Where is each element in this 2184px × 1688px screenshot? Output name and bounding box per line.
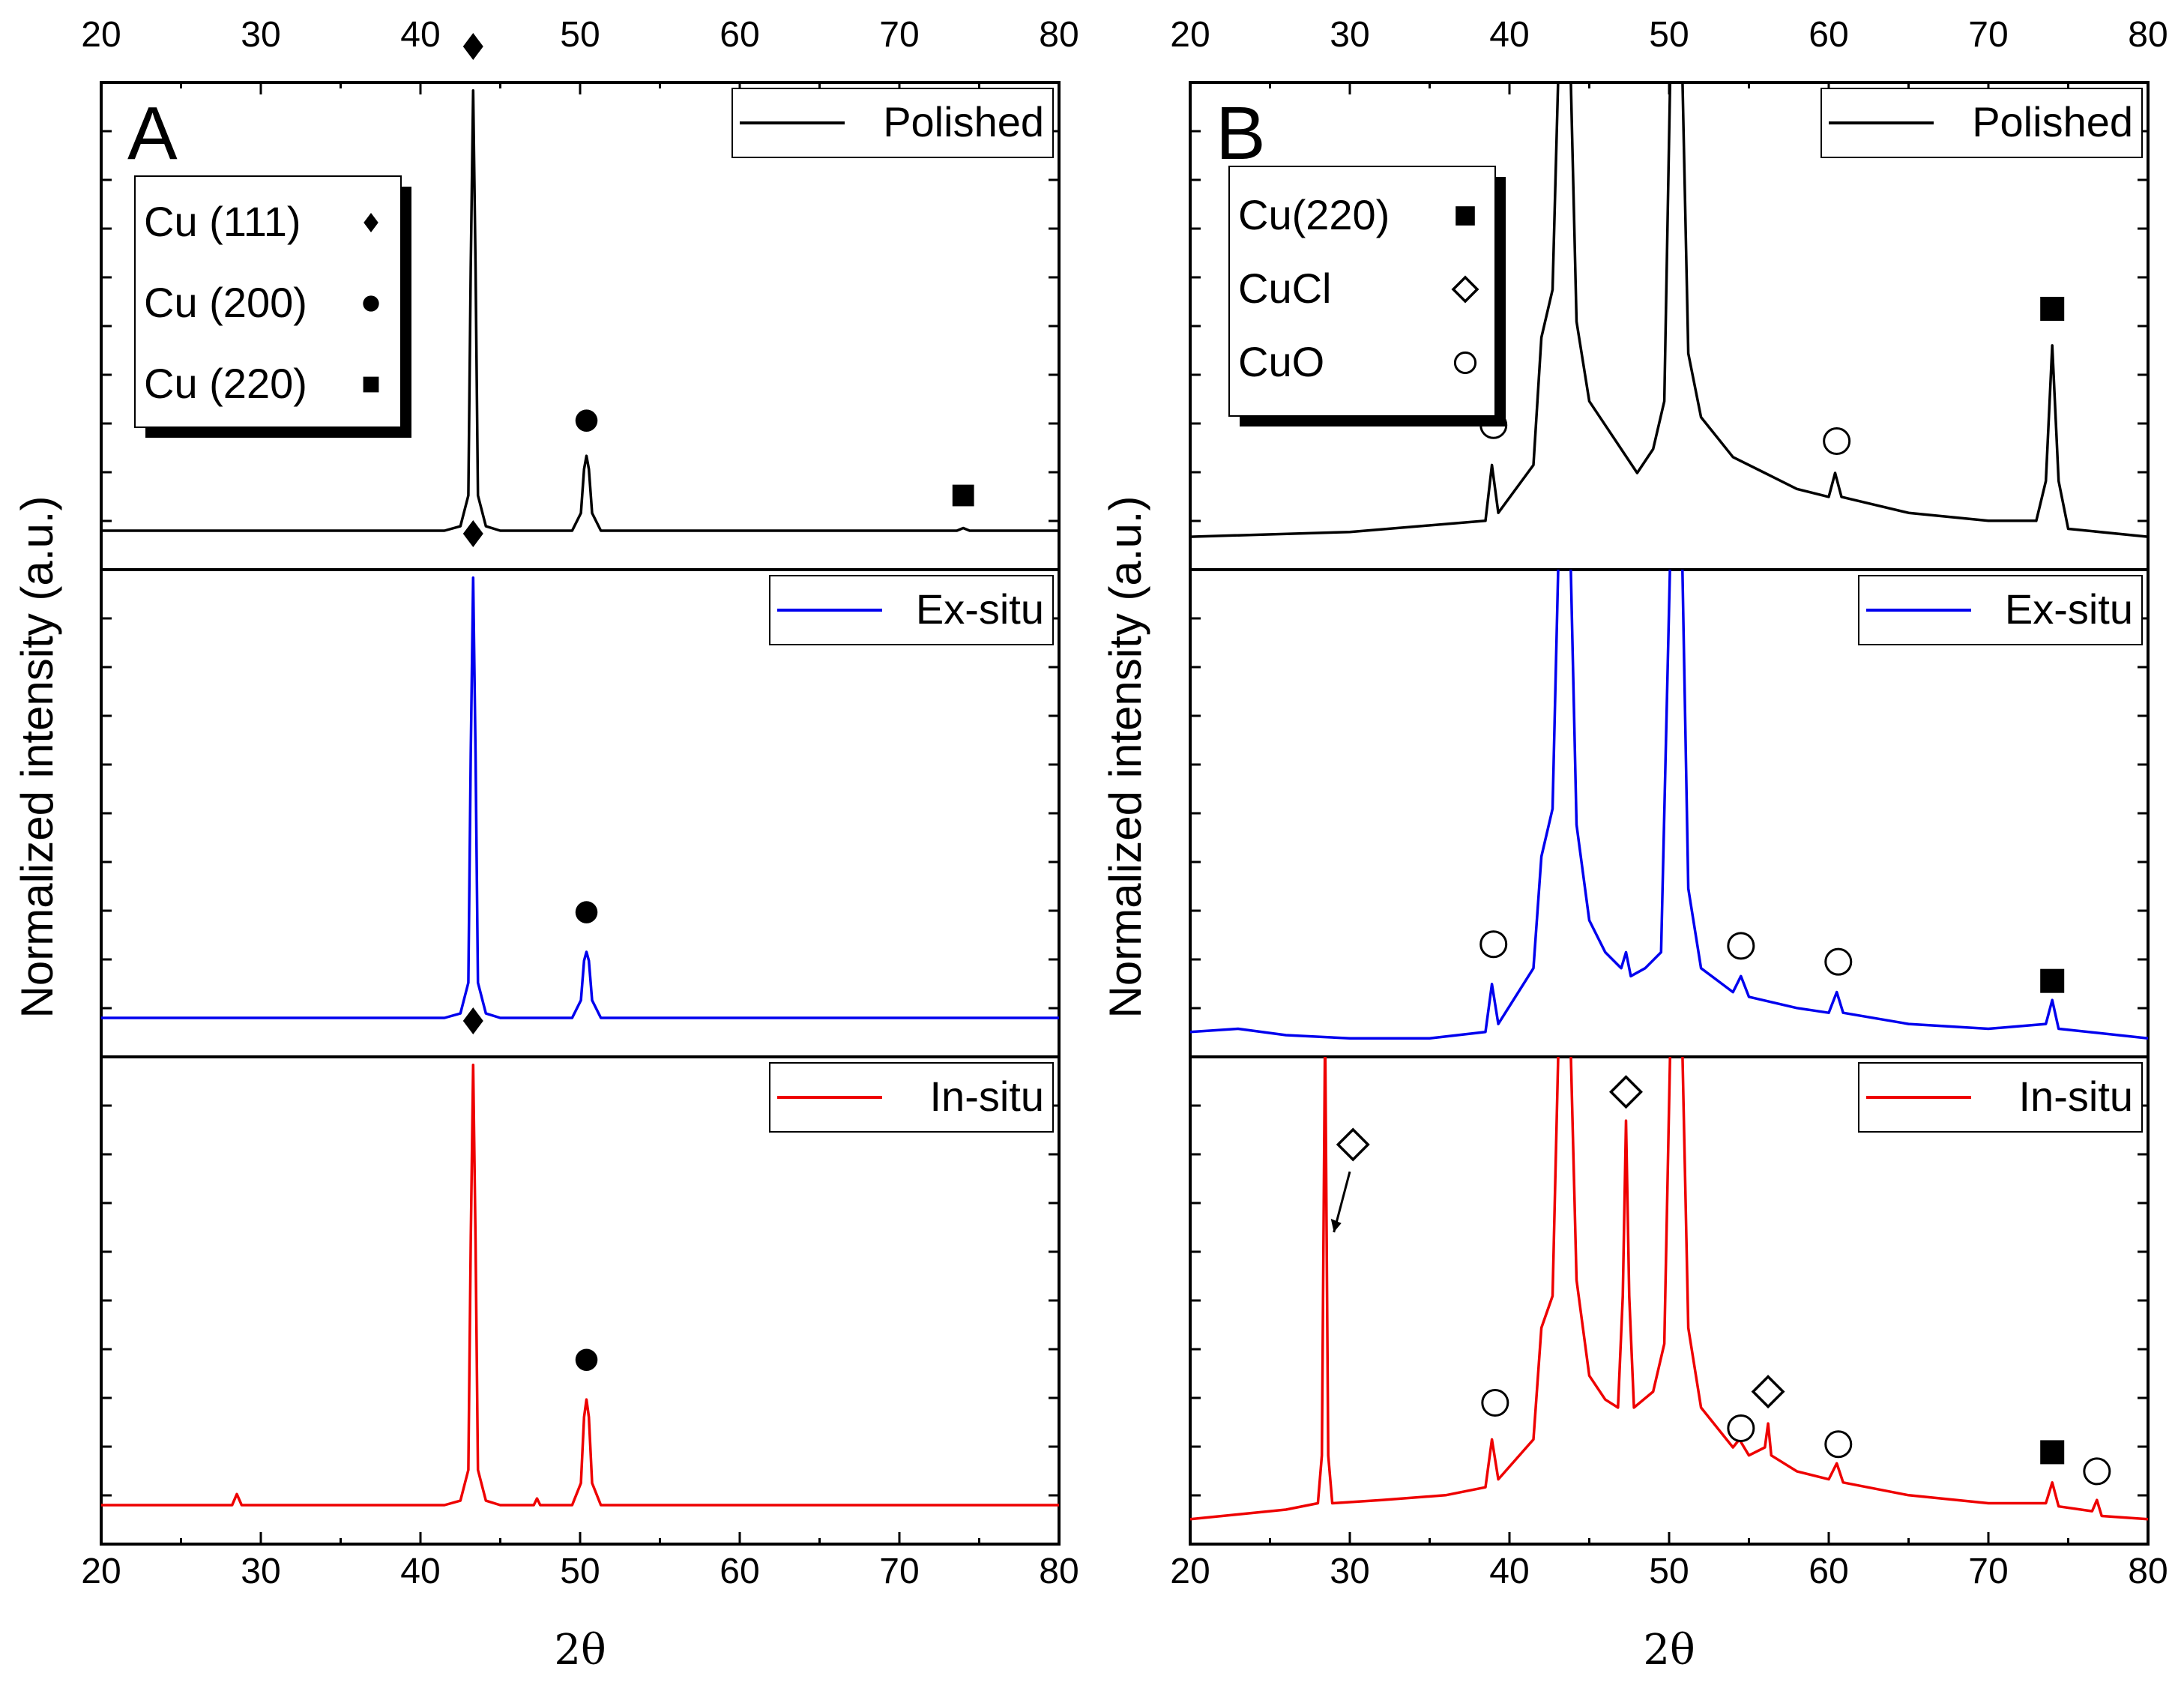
key-marker-open-diamond — [1451, 275, 1479, 304]
key-label: Cu (220) — [144, 360, 307, 407]
peak-marker-open-circle — [1481, 1388, 1509, 1417]
legend-label: In-situ — [930, 1073, 1045, 1120]
tick-layer: 20 20 30 30 40 40 50 50 60 60 70 70 80 80 20 20 30 30 40 40… — [81, 15, 2168, 1591]
x-tick-label-bottom: 30 — [1330, 1552, 1369, 1591]
x-tick-label-top: 30 — [1330, 15, 1369, 55]
peak-marker-open-circle — [1824, 947, 1853, 976]
peak-marker-circle — [575, 409, 598, 432]
peak-marker-open-circle — [1824, 1430, 1853, 1459]
legend-box — [1858, 1062, 2143, 1133]
peak-marker-circle — [575, 901, 598, 923]
peak-marker-square — [2040, 296, 2065, 321]
peak-marker-open-circle — [1479, 930, 1508, 959]
x-tick-label-bottom: 50 — [1649, 1552, 1689, 1591]
peak-marker-circle — [575, 1348, 598, 1371]
key-label: Cu (111) — [144, 198, 301, 245]
x-tick-label-top: 70 — [879, 15, 919, 55]
plot-layer — [101, 33, 2148, 1521]
key-label: Cu(220) — [1238, 191, 1390, 238]
key-marker-open-circle — [1453, 351, 1477, 375]
peak-marker-diamond — [462, 520, 483, 547]
x-tick-label-top: 60 — [720, 15, 759, 55]
peak-marker-diamond — [462, 1007, 483, 1034]
key-box — [134, 175, 402, 428]
x-tick-label-top: 30 — [241, 15, 280, 55]
peak-marker-square — [952, 484, 974, 507]
x-tick-label-top: 60 — [1809, 15, 1848, 55]
y-axis-title-right: Normalized intensity (a.u.) — [1100, 496, 1150, 1019]
x-tick-label-top: 70 — [1968, 15, 2008, 55]
peak-marker-open-diamond — [1336, 1127, 1370, 1162]
x-tick-label-bottom: 60 — [1809, 1552, 1848, 1591]
peak-marker-open-circle — [2083, 1457, 2111, 1486]
x-axis-title-right: 2θ — [1643, 1626, 1695, 1675]
x-tick-label-bottom: 80 — [1039, 1552, 1079, 1591]
key-marker-square — [363, 376, 379, 393]
x-tick-label-top: 40 — [400, 15, 440, 55]
x-tick-label-bottom: 40 — [1489, 1552, 1529, 1591]
x-tick-label-bottom: 40 — [400, 1552, 440, 1591]
peak-marker-open-circle — [1727, 932, 1755, 960]
peak-marker-square — [2040, 1440, 2065, 1465]
series-line-A-0 — [101, 88, 1059, 532]
x-tick-label-bottom: 60 — [720, 1552, 759, 1591]
key-label: Cu (200) — [144, 279, 307, 326]
legend-label: In-situ — [2019, 1073, 2134, 1120]
x-tick-label-bottom: 80 — [2128, 1552, 2168, 1591]
peak-marker-open-circle — [1823, 427, 1851, 455]
panel-b-letter: B — [1216, 91, 1266, 175]
panel-a-letter: A — [127, 91, 178, 175]
cucl-arrow-head — [1330, 1218, 1342, 1232]
x-tick-label-top: 20 — [1170, 15, 1210, 55]
legend-layer: Polished Ex-situ In-situ Polished Ex-situ In-… — [731, 88, 2143, 1133]
key-layer: Cu (111) Cu (200) Cu (220) Cu(220) CuCl CuO — [134, 166, 1506, 438]
peak-marker-square — [2040, 968, 2065, 993]
x-axis-title-left: 2θ — [554, 1626, 606, 1675]
x-tick-label-top: 50 — [560, 15, 600, 55]
legend-label: Ex-situ — [2005, 585, 2133, 633]
series-line-B-2 — [1190, 1057, 2148, 1521]
peak-marker-open-diamond — [1751, 1375, 1785, 1409]
series-line-B-1 — [1190, 570, 2148, 1040]
x-tick-label-bottom: 50 — [560, 1552, 600, 1591]
peak-marker-open-circle — [1727, 1414, 1755, 1443]
series-line-B-0 — [1190, 82, 2148, 538]
x-tick-label-bottom: 30 — [241, 1552, 280, 1591]
x-tick-label-top: 80 — [1039, 15, 1079, 55]
peak-marker-open-diamond — [1609, 1075, 1643, 1109]
x-tick-label-bottom: 20 — [81, 1552, 121, 1591]
key-marker-square — [1456, 206, 1475, 226]
series-line-A-1 — [101, 576, 1059, 1019]
key-label: CuO — [1238, 338, 1324, 385]
series-line-A-2 — [101, 1063, 1059, 1507]
x-tick-label-top: 50 — [1649, 15, 1689, 55]
legend-label: Polished — [1972, 98, 2133, 145]
key-label: CuCl — [1238, 265, 1331, 312]
legend-label: Ex-situ — [916, 585, 1044, 633]
legend-label: Polished — [883, 98, 1044, 145]
peak-marker-diamond — [462, 33, 483, 60]
key-marker-circle — [363, 295, 379, 312]
key-box — [1228, 166, 1496, 417]
x-tick-label-bottom: 20 — [1170, 1552, 1210, 1591]
x-tick-label-top: 20 — [81, 15, 121, 55]
x-tick-label-bottom: 70 — [879, 1552, 919, 1591]
y-axis-title-left: Normalized intensity (a.u.) — [12, 496, 62, 1019]
x-tick-label-bottom: 70 — [1968, 1552, 2008, 1591]
x-tick-label-top: 80 — [2128, 15, 2168, 55]
x-tick-label-top: 40 — [1489, 15, 1529, 55]
key-marker-diamond — [364, 213, 378, 232]
